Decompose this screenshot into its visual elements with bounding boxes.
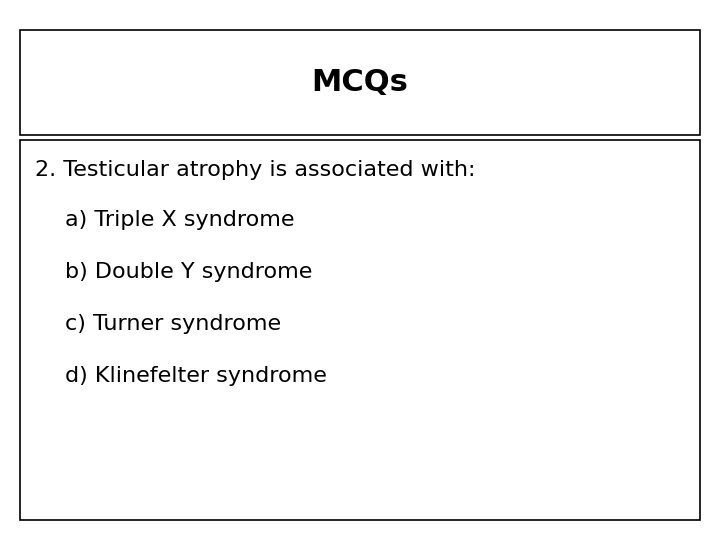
Text: MCQs: MCQs: [312, 68, 408, 97]
Bar: [20, 30, 700, 135]
Text: b) Double Y syndrome: b) Double Y syndrome: [65, 262, 312, 282]
Text: 2. Testicular atrophy is associated with:: 2. Testicular atrophy is associated with…: [35, 160, 475, 180]
Text: d) Klinefelter syndrome: d) Klinefelter syndrome: [65, 366, 327, 386]
Text: c) Turner syndrome: c) Turner syndrome: [65, 314, 281, 334]
Bar: [20, 140, 700, 520]
Text: a) Triple X syndrome: a) Triple X syndrome: [65, 210, 294, 230]
